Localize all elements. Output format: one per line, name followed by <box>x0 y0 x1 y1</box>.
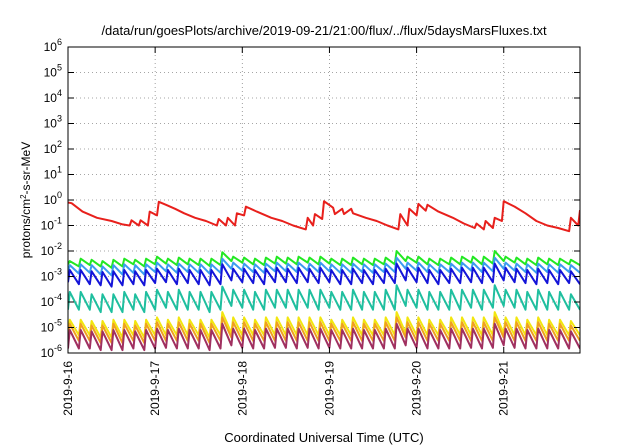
y-axis-label-post: -s-sr-MeV <box>19 142 33 195</box>
y-axis-label-sup: 2 <box>19 194 28 199</box>
y-tick-exponent: -1 <box>54 216 62 226</box>
y-tick-base: 10 <box>44 40 58 54</box>
y-tick-label: 104 <box>44 88 62 105</box>
y-tick-exponent: 4 <box>57 88 62 98</box>
y-tick-base: 10 <box>44 142 58 156</box>
y-tick-exponent: -5 <box>54 318 62 328</box>
y-tick-base: 10 <box>41 219 55 233</box>
y-tick-exponent: 0 <box>57 190 62 200</box>
series-line-4 <box>68 262 580 288</box>
x-tick-label: 2019-9-16 <box>61 361 75 416</box>
y-tick-exponent: -4 <box>54 292 62 302</box>
y-axis-label-pre: protons/cm <box>19 199 33 258</box>
y-tick-label: 103 <box>44 114 62 131</box>
y-tick-label: 10-5 <box>41 318 62 335</box>
y-tick-exponent: 2 <box>57 139 62 149</box>
y-tick-base: 10 <box>41 346 55 360</box>
y-tick-label: 10-4 <box>41 292 62 309</box>
grid-lines <box>68 47 580 353</box>
chart-title: /data/run/goesPlots/archive/2019-09-21/2… <box>101 23 547 38</box>
y-tick-exponent: 5 <box>57 63 62 73</box>
y-tick-base: 10 <box>44 91 58 105</box>
y-axis-label: protons/cm2-s-sr-MeV <box>19 142 34 258</box>
x-axis-label: Coordinated Universal Time (UTC) <box>224 430 423 445</box>
y-axis: 10-610-510-410-310-210-11001011021031041… <box>41 37 580 360</box>
x-axis: 2019-9-16 2019-9-17 2019-9-18 2019-9-19 2019… <box>61 47 511 416</box>
y-tick-exponent: -2 <box>54 241 62 251</box>
y-tick-exponent: 3 <box>57 114 62 124</box>
series-line-1 <box>68 200 580 233</box>
series-layer <box>68 200 580 352</box>
x-tick-label: 2019-9-21 <box>497 361 511 416</box>
y-tick-base: 10 <box>41 321 55 335</box>
x-tick-label: 2019-9-18 <box>235 361 249 416</box>
y-tick-label: 106 <box>44 37 62 54</box>
y-tick-base: 10 <box>44 117 58 131</box>
y-tick-base: 10 <box>44 168 58 182</box>
y-tick-exponent: 1 <box>57 165 62 175</box>
y-tick-base: 10 <box>41 270 55 284</box>
y-tick-label: 100 <box>44 190 62 207</box>
y-tick-exponent: 6 <box>57 37 62 47</box>
x-tick-label: 2019-9-17 <box>148 361 162 416</box>
x-tick-label: 2019-9-20 <box>410 361 424 416</box>
y-tick-label: 10-1 <box>41 216 62 233</box>
y-tick-base: 10 <box>41 295 55 309</box>
y-tick-exponent: -3 <box>54 267 62 277</box>
y-tick-label: 10-6 <box>41 343 62 360</box>
y-tick-label: 10-3 <box>41 267 62 284</box>
y-tick-label: 10-2 <box>41 241 62 258</box>
series-line-8 <box>68 322 580 352</box>
y-tick-base: 10 <box>44 193 58 207</box>
y-tick-label: 102 <box>44 139 62 156</box>
y-tick-base: 10 <box>44 66 58 80</box>
y-tick-label: 105 <box>44 63 62 80</box>
x-tick-label: 2019-9-19 <box>322 361 336 416</box>
series-line-5 <box>68 284 580 314</box>
y-tick-base: 10 <box>41 244 55 258</box>
y-tick-exponent: -6 <box>54 343 62 353</box>
y-tick-label: 101 <box>44 165 62 182</box>
